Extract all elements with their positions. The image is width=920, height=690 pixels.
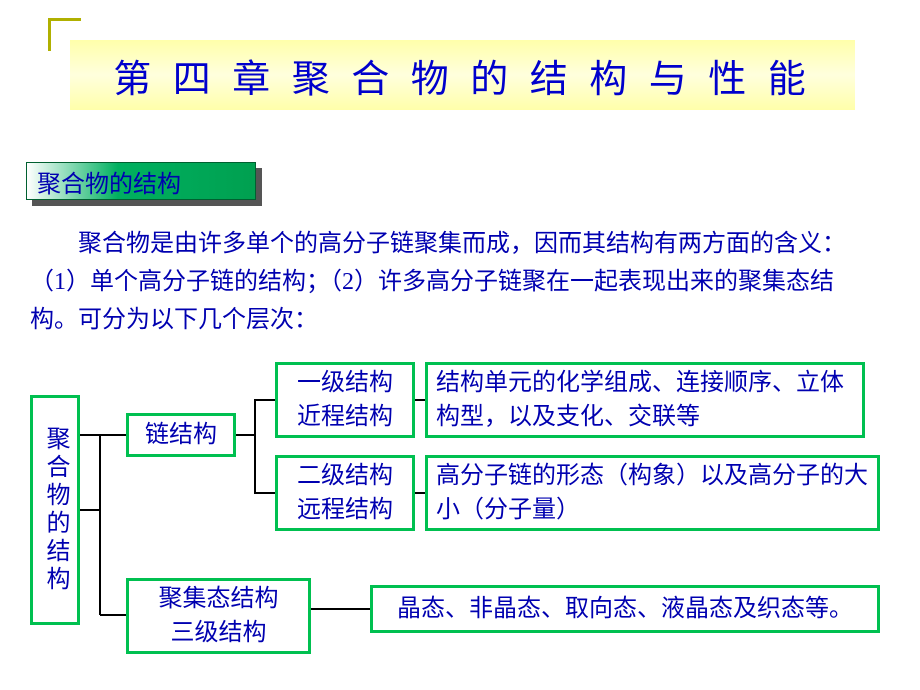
title-band: 第 四 章 聚 合 物 的 结 构 与 性 能 [70,40,855,110]
intro-paragraph: 聚合物是由许多单个的高分子链聚集而成，因而其结构有两方面的含义：（1）单个高分子… [30,225,860,339]
desc1-box: 结构单元的化学组成、连接顺序、立体构型，以及支化、交联等 [425,362,865,438]
level1-box: 一级结构 近程结构 [275,362,415,438]
chapter-title: 第 四 章 聚 合 物 的 结 构 与 性 能 [113,48,812,103]
section-label: 聚合物的结构 [26,162,256,200]
chain-box: 链结构 [126,413,236,457]
section-label-group: 聚合物的结构 [26,162,256,202]
aggregate-label: 聚集态结构 三级结构 [159,582,279,650]
desc3-box: 晶态、非晶态、取向态、液晶态及织态等。 [370,585,880,633]
root-box-label: 聚合物的结构 [38,426,72,594]
root-box: 聚合物的结构 [30,395,80,625]
aggregate-box: 聚集态结构 三级结构 [126,578,311,654]
level2-label: 二级结构 远程结构 [297,459,393,527]
desc2-box: 高分子链的形态（构象）以及高分子的大小（分子量） [425,455,880,531]
level2-box: 二级结构 远程结构 [275,455,415,531]
level1-label: 一级结构 近程结构 [297,366,393,434]
